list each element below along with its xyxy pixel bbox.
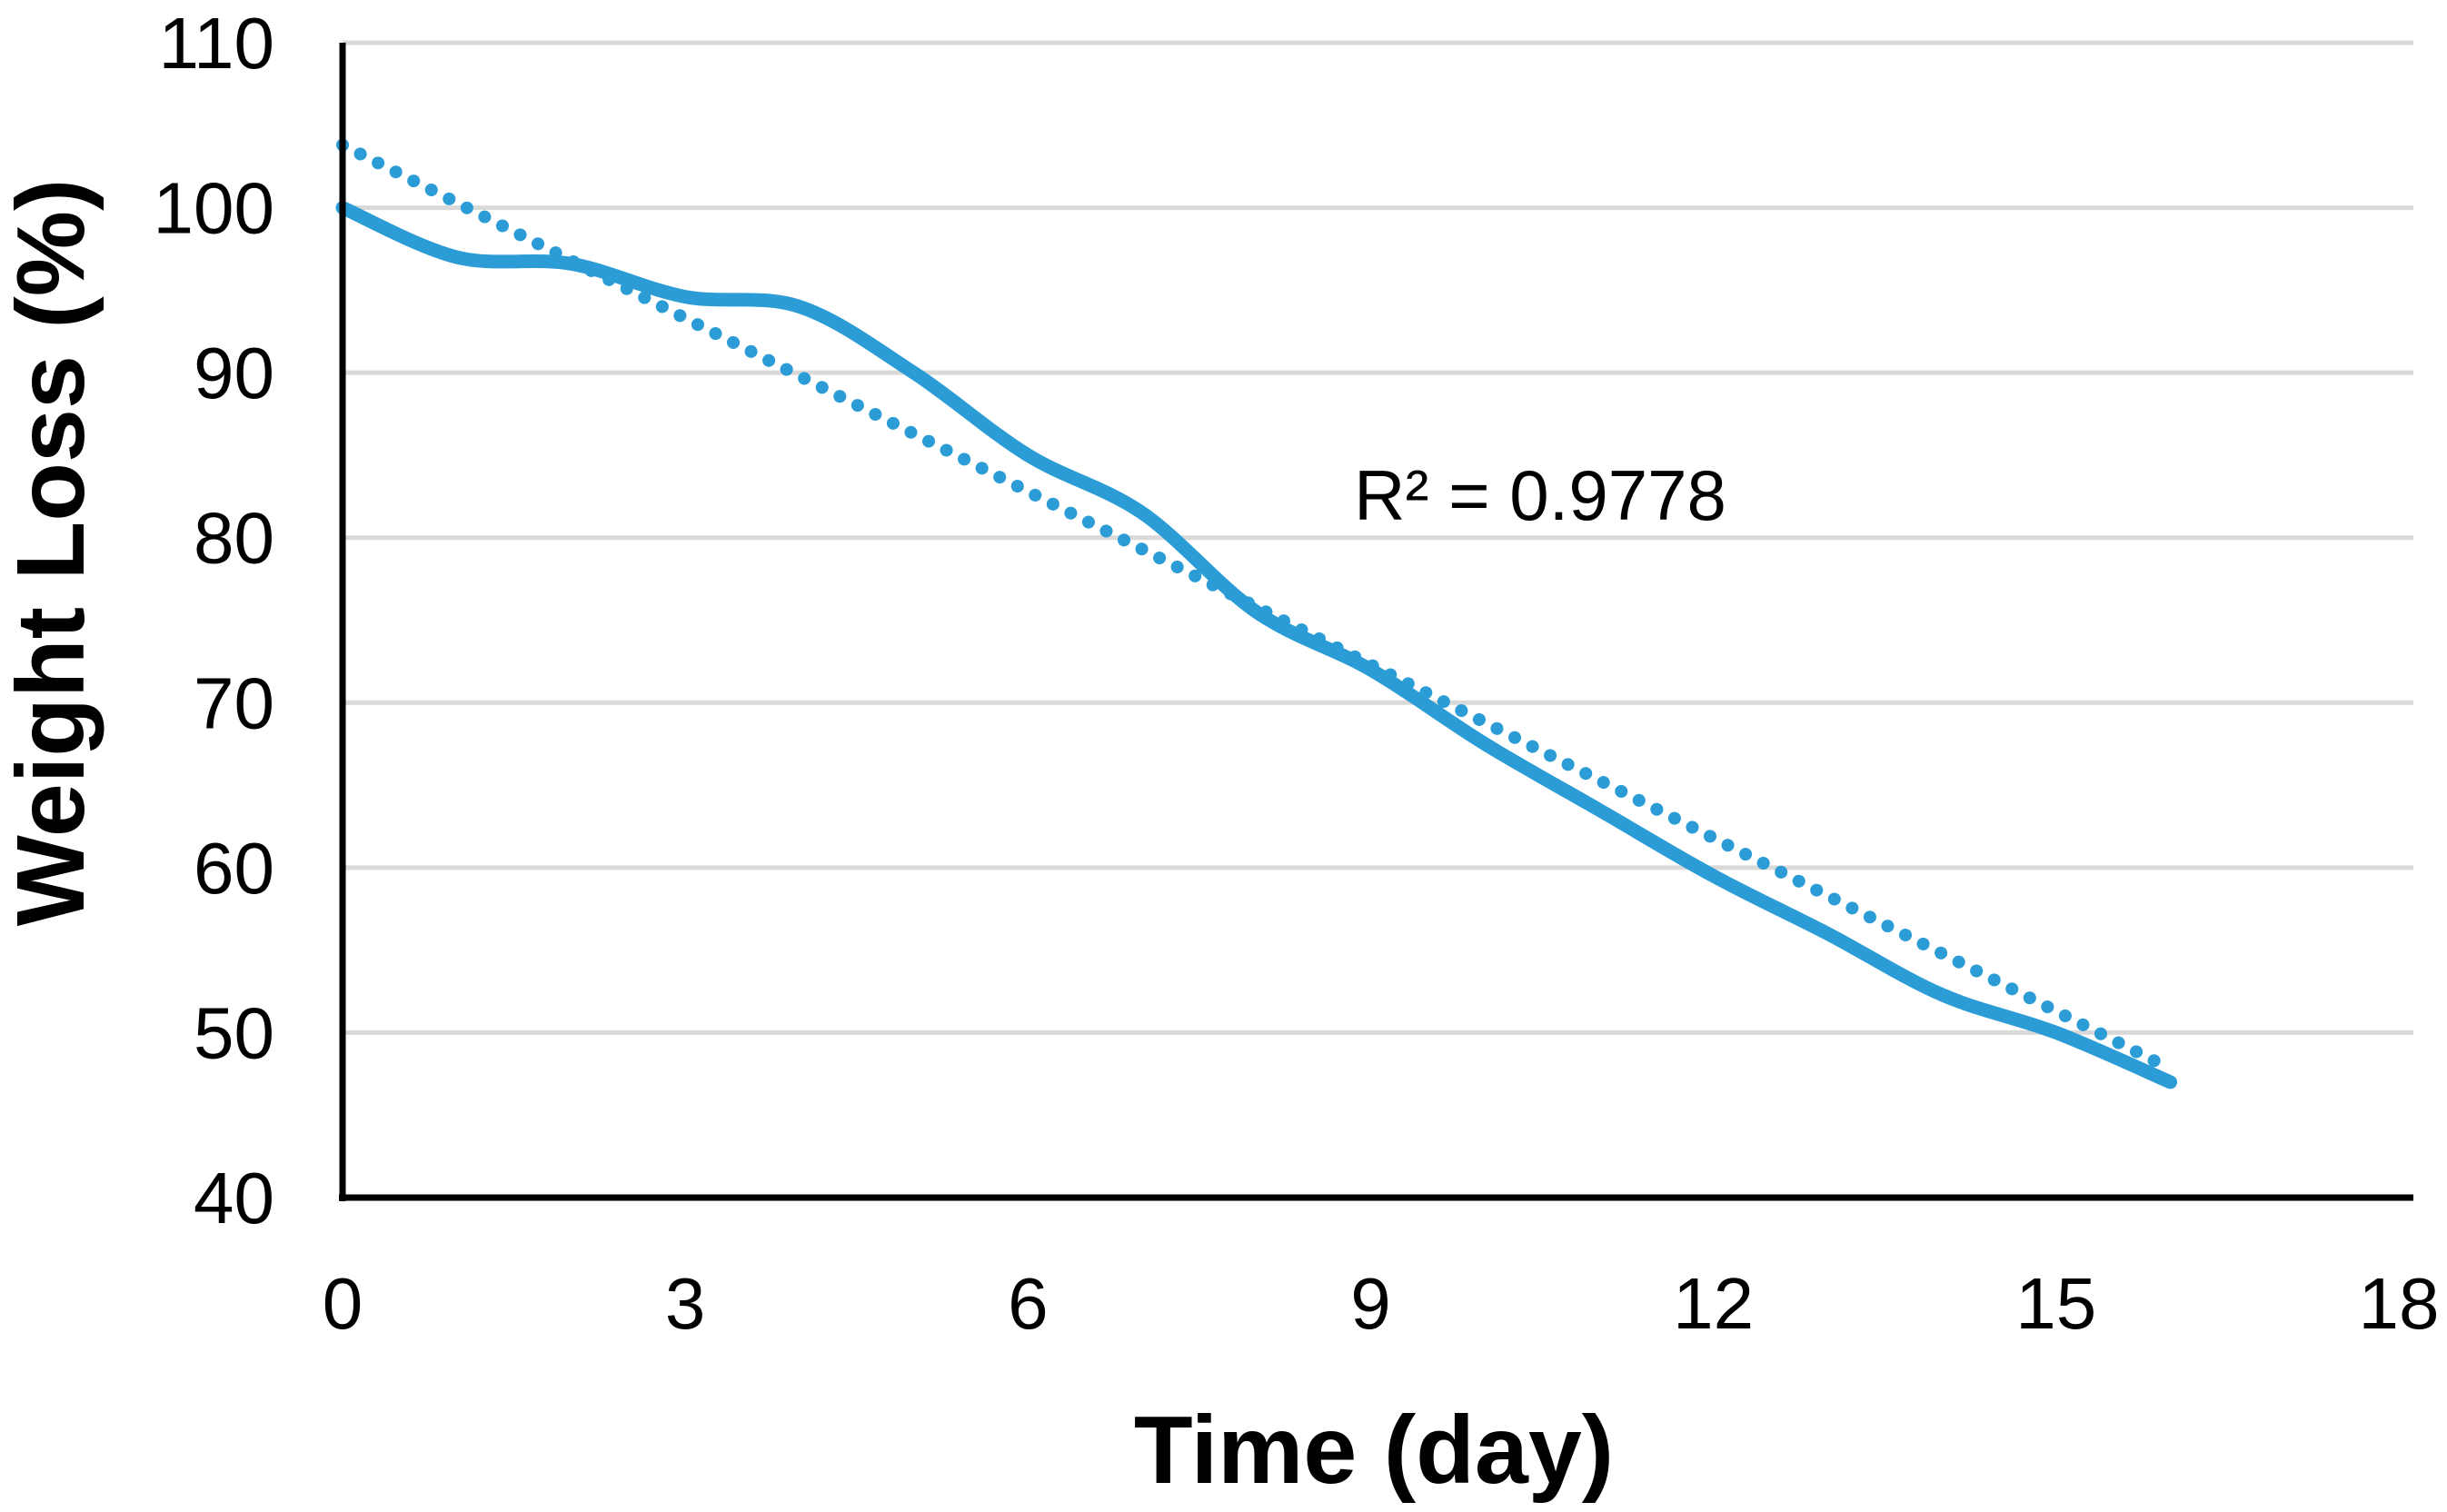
x-axis-title: Time (day) (1134, 1397, 1614, 1504)
y-tick-label: 50 (194, 992, 274, 1073)
y-tick-label: 40 (194, 1158, 274, 1238)
y-tick-label: 80 (194, 498, 274, 579)
y-tick-label: 60 (194, 828, 274, 909)
y-tick-label: 70 (194, 662, 274, 743)
x-tick-label: 6 (1008, 1263, 1049, 1344)
axes (339, 43, 2413, 1201)
series-lines (335, 138, 2178, 1089)
weight-loss-measured-line (335, 201, 2178, 1089)
x-tick-label: 12 (1673, 1263, 1754, 1344)
x-tick-label: 0 (323, 1263, 363, 1344)
y-axis-title: Weight Loss (%) (0, 179, 104, 926)
gridlines (343, 40, 2413, 1035)
linear-trendline-line (336, 138, 2177, 1076)
x-tick-label: 18 (2358, 1263, 2439, 1344)
x-axis-tick-labels: 0 3 6 9 12 15 18 (323, 1263, 2440, 1344)
x-tick-label: 9 (1350, 1263, 1391, 1344)
y-tick-label: 100 (154, 168, 274, 249)
x-tick-label: 15 (2015, 1263, 2096, 1344)
r-squared-annotation: R² = 0.9778 (1354, 455, 1726, 535)
y-tick-label: 90 (194, 333, 274, 413)
x-tick-label: 3 (665, 1263, 706, 1344)
y-tick-label: 110 (158, 3, 274, 84)
y-axis-tick-labels: 110 100 90 80 70 60 50 40 (154, 3, 274, 1238)
